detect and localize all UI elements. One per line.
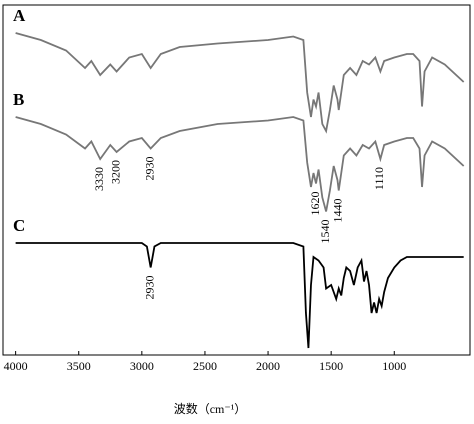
peak-label: 1440 [330,199,344,223]
x-tick-label: 2500 [193,359,217,373]
spectrum-line [15,116,465,212]
x-axis-label: 波数（cm⁻¹） [174,401,247,416]
x-tick-label: 3500 [67,359,91,373]
peak-label: 3200 [108,160,122,184]
peak-label: 1620 [308,192,322,216]
x-tick-label: 1000 [382,359,406,373]
spectrum-line [15,242,464,349]
x-tick-label: 4000 [4,359,28,373]
series-name: A [13,6,26,25]
peak-label: 1540 [318,220,332,244]
x-tick-label: 1500 [319,359,343,373]
peak-label: 2930 [142,276,156,300]
spectrum-line [15,32,465,134]
peak-label: 1110 [372,167,386,190]
plot-frame [2,4,471,356]
x-tick-label: 2000 [256,359,280,373]
x-tick-label: 3000 [130,359,154,373]
series-name: B [13,90,24,109]
peak-label: 2930 [142,157,156,181]
peak-label: 3330 [92,167,106,191]
series-name: C [13,216,25,235]
